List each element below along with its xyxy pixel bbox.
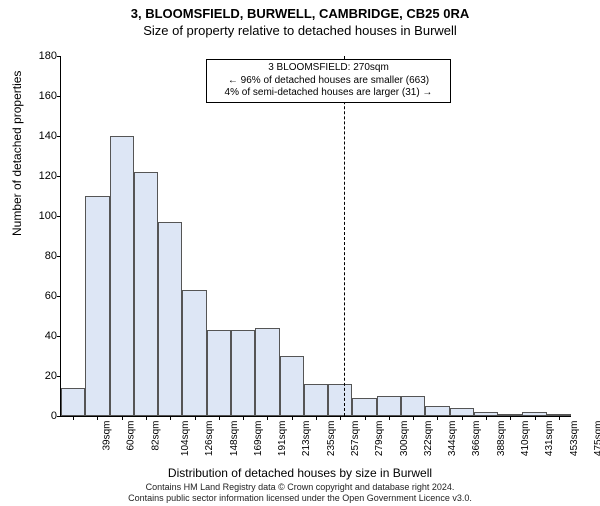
- x-tick-label: 344sqm: [447, 421, 458, 457]
- y-tick-mark: [57, 416, 61, 417]
- y-tick-mark: [57, 376, 61, 377]
- x-tick-label: 104sqm: [180, 421, 191, 457]
- x-tick-label: 279sqm: [374, 421, 385, 457]
- y-axis-label: Number of detached properties: [10, 71, 24, 236]
- x-tick-mark: [340, 416, 341, 420]
- histogram-bar: [231, 330, 255, 416]
- histogram-bar: [377, 396, 401, 416]
- y-tick-mark: [57, 56, 61, 57]
- x-tick-label: 366sqm: [472, 421, 483, 457]
- x-tick-mark: [219, 416, 220, 420]
- y-tick-label: 40: [23, 330, 57, 342]
- x-tick-label: 235sqm: [326, 421, 337, 457]
- histogram-bar: [182, 290, 206, 416]
- histogram-bar: [352, 398, 376, 416]
- x-tick-mark: [365, 416, 366, 420]
- x-tick-label: 169sqm: [253, 421, 264, 457]
- histogram-bar: [134, 172, 158, 416]
- x-tick-label: 39sqm: [102, 421, 113, 451]
- plot-region: 02040608010012014016018039sqm60sqm82sqm1…: [60, 56, 571, 417]
- y-tick-mark: [57, 136, 61, 137]
- x-tick-label: 60sqm: [126, 421, 137, 451]
- histogram-bar: [85, 196, 109, 416]
- y-tick-mark: [57, 176, 61, 177]
- y-tick-label: 60: [23, 290, 57, 302]
- x-tick-label: 213sqm: [302, 421, 313, 457]
- histogram-bar: [110, 136, 134, 416]
- x-tick-mark: [195, 416, 196, 420]
- annotation-line: 4% of semi-detached houses are larger (3…: [211, 87, 446, 100]
- y-tick-label: 180: [23, 50, 57, 62]
- y-tick-label: 100: [23, 210, 57, 222]
- x-tick-label: 126sqm: [204, 421, 215, 457]
- y-tick-label: 0: [23, 410, 57, 422]
- x-tick-label: 322sqm: [423, 421, 434, 457]
- x-tick-label: 410sqm: [520, 421, 531, 457]
- y-tick-label: 80: [23, 250, 57, 262]
- y-tick-label: 20: [23, 370, 57, 382]
- footer-line2: Contains public sector information licen…: [0, 493, 600, 504]
- x-tick-mark: [146, 416, 147, 420]
- x-tick-label: 300sqm: [399, 421, 410, 457]
- histogram-bar: [255, 328, 279, 416]
- y-tick-label: 120: [23, 170, 57, 182]
- x-tick-mark: [535, 416, 536, 420]
- x-tick-label: 191sqm: [277, 421, 288, 457]
- x-tick-label: 388sqm: [496, 421, 507, 457]
- x-tick-mark: [73, 416, 74, 420]
- x-tick-label: 475sqm: [593, 421, 600, 457]
- y-tick-label: 160: [23, 90, 57, 102]
- y-tick-label: 140: [23, 130, 57, 142]
- histogram-bar: [304, 384, 328, 416]
- histogram-bar: [450, 408, 474, 416]
- histogram-bar: [328, 384, 352, 416]
- x-tick-mark: [413, 416, 414, 420]
- histogram-bar: [425, 406, 449, 416]
- annotation-line: ← 96% of detached houses are smaller (66…: [211, 75, 446, 88]
- y-tick-mark: [57, 336, 61, 337]
- histogram-bar: [61, 388, 85, 416]
- x-tick-mark: [97, 416, 98, 420]
- x-tick-mark: [462, 416, 463, 420]
- x-tick-label: 453sqm: [569, 421, 580, 457]
- y-tick-mark: [57, 256, 61, 257]
- reference-line: [344, 56, 345, 416]
- x-tick-mark: [170, 416, 171, 420]
- y-tick-mark: [57, 96, 61, 97]
- chart-title-main: 3, BLOOMSFIELD, BURWELL, CAMBRIDGE, CB25…: [0, 6, 600, 21]
- x-tick-mark: [316, 416, 317, 420]
- annotation-box: 3 BLOOMSFIELD: 270sqm← 96% of detached h…: [206, 59, 451, 103]
- x-tick-label: 257sqm: [350, 421, 361, 457]
- y-tick-mark: [57, 296, 61, 297]
- chart-area: 02040608010012014016018039sqm60sqm82sqm1…: [60, 56, 570, 416]
- x-tick-mark: [122, 416, 123, 420]
- x-tick-mark: [559, 416, 560, 420]
- x-tick-label: 148sqm: [229, 421, 240, 457]
- x-tick-mark: [389, 416, 390, 420]
- x-tick-label: 82sqm: [150, 421, 161, 451]
- histogram-bar: [401, 396, 425, 416]
- x-tick-mark: [243, 416, 244, 420]
- histogram-bar: [280, 356, 304, 416]
- x-tick-mark: [267, 416, 268, 420]
- annotation-line: 3 BLOOMSFIELD: 270sqm: [211, 62, 446, 75]
- histogram-bar: [207, 330, 231, 416]
- x-tick-mark: [437, 416, 438, 420]
- x-axis-label: Distribution of detached houses by size …: [0, 466, 600, 480]
- x-tick-label: 431sqm: [544, 421, 555, 457]
- chart-title-sub: Size of property relative to detached ho…: [0, 23, 600, 38]
- footer-attribution: Contains HM Land Registry data © Crown c…: [0, 482, 600, 504]
- y-tick-mark: [57, 216, 61, 217]
- footer-line1: Contains HM Land Registry data © Crown c…: [0, 482, 600, 493]
- x-tick-mark: [486, 416, 487, 420]
- x-tick-mark: [292, 416, 293, 420]
- histogram-bar: [158, 222, 182, 416]
- x-tick-mark: [510, 416, 511, 420]
